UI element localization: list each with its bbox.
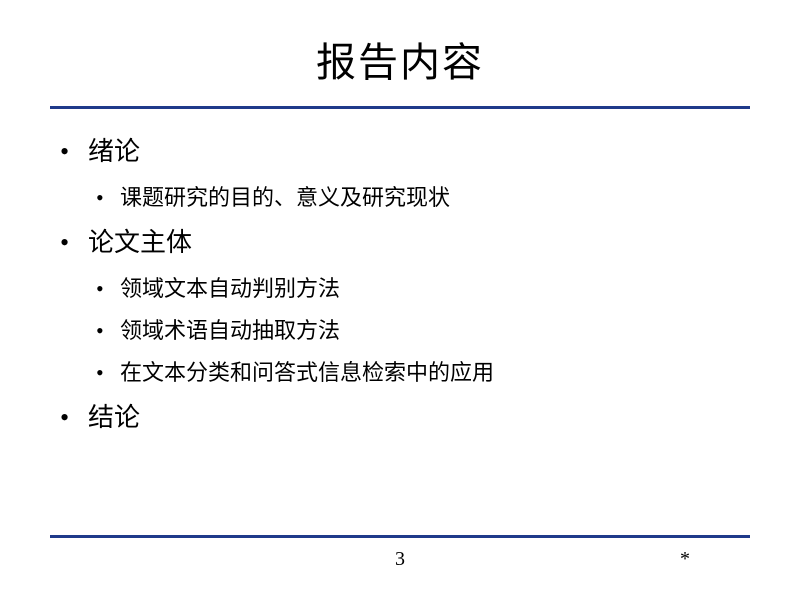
divider-top [50,106,750,109]
outline-item-2-sub-3: 在文本分类和问答式信息检索中的应用 [96,355,750,387]
footer-marker: * [680,548,690,571]
outline-item-2-sub-1: 领域文本自动判别方法 [96,271,750,303]
outline-item-1: 绪论 [60,131,750,168]
page-number: 3 [395,548,405,571]
divider-bottom [50,535,750,538]
slide-container: 报告内容 绪论 课题研究的目的、意义及研究现状 论文主体 领域文本自动判别方法 … [0,0,800,600]
outline-list: 绪论 课题研究的目的、意义及研究现状 论文主体 领域文本自动判别方法 领域术语自… [60,131,750,434]
slide-footer: 3 * [50,535,750,572]
slide-title: 报告内容 [50,30,750,88]
outline-content: 绪论 课题研究的目的、意义及研究现状 论文主体 领域文本自动判别方法 领域术语自… [50,131,750,434]
outline-item-2-sub-2: 领域术语自动抽取方法 [96,313,750,345]
outline-item-2: 论文主体 [60,222,750,259]
outline-item-3: 结论 [60,397,750,434]
footer-row: 3 * [50,548,750,572]
outline-item-1-sub-1: 课题研究的目的、意义及研究现状 [96,180,750,212]
